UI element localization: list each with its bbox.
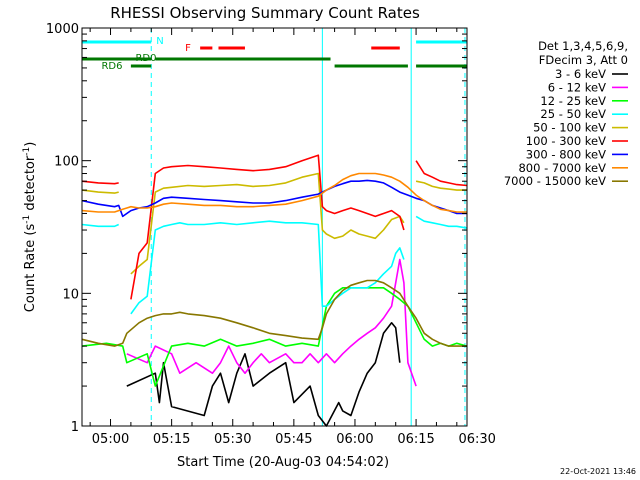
legend-label-8: 7000 - 15000 keV bbox=[504, 174, 606, 188]
x-tick-label-0: 05:00 bbox=[92, 432, 129, 447]
x-tick-label-4: 06:00 bbox=[336, 432, 373, 447]
series-line-5 bbox=[81, 180, 119, 185]
series-line-4 bbox=[81, 189, 119, 194]
x-tick-label-5: 06:15 bbox=[397, 432, 434, 447]
y-tick-label-0: 1 bbox=[71, 420, 79, 435]
plot-frame bbox=[81, 27, 468, 427]
legend: Det 1,3,4,5,6,9,FDecim 3, Att 03 - 6 keV… bbox=[504, 39, 628, 188]
legend-label-0: 3 - 6 keV bbox=[555, 67, 606, 81]
series-line-6 bbox=[81, 179, 467, 218]
axes: 05:00 05:15 05:30 05:45 06:00 06:15 06:30 1 10 10… bbox=[46, 22, 496, 447]
legend-label-7: 800 - 7000 keV bbox=[518, 161, 606, 175]
series-line-2 bbox=[81, 286, 468, 387]
flag-label-n: N bbox=[156, 36, 163, 47]
legend-label-2: 12 - 25 keV bbox=[540, 94, 606, 108]
series-line-0 bbox=[126, 321, 401, 427]
series-6 bbox=[81, 179, 467, 218]
series-line-5 bbox=[130, 154, 405, 300]
series-1 bbox=[126, 258, 417, 387]
x-tick-label-1: 05:15 bbox=[153, 432, 190, 447]
x-axis-label: Start Time (20-Aug-03 04:54:02) bbox=[177, 455, 389, 470]
flag-label-rd0: RD0 bbox=[135, 53, 156, 64]
series-4 bbox=[81, 172, 467, 275]
series-line-1 bbox=[126, 258, 417, 387]
y-tick-label-2: 100 bbox=[54, 155, 79, 170]
legend-label-5: 100 - 300 keV bbox=[526, 134, 606, 148]
flag-label-rd6: RD6 bbox=[101, 61, 122, 72]
legend-label-6: 300 - 800 keV bbox=[526, 147, 606, 161]
legend-label-3: 25 - 50 keV bbox=[540, 107, 606, 121]
series-line-3 bbox=[81, 223, 120, 228]
series-line-4 bbox=[415, 180, 467, 191]
series-2 bbox=[81, 286, 468, 387]
x-tick-label-6: 06:30 bbox=[458, 432, 495, 447]
series-line-4 bbox=[130, 172, 405, 275]
y-tick-label-1: 10 bbox=[62, 287, 79, 302]
series-7 bbox=[81, 172, 467, 213]
timestamp-footer: 22-Oct-2021 13:46 bbox=[560, 467, 636, 476]
series-line-5 bbox=[415, 160, 468, 187]
series-5 bbox=[81, 154, 468, 300]
legend-header-1: FDecim 3, Att 0 bbox=[539, 53, 628, 67]
series-line-3 bbox=[130, 220, 405, 315]
series-0 bbox=[126, 321, 401, 427]
series-line-8 bbox=[81, 279, 467, 347]
legend-header-0: Det 1,3,4,5,6,9, bbox=[538, 39, 628, 53]
series-line-7 bbox=[81, 172, 467, 213]
series-8 bbox=[81, 279, 467, 347]
legend-label-4: 50 - 100 keV bbox=[533, 121, 606, 135]
chart-title: RHESSI Observing Summary Count Rates bbox=[110, 4, 420, 22]
series-line-3 bbox=[415, 215, 468, 229]
legend-label-1: 6 - 12 keV bbox=[548, 80, 606, 94]
series-3 bbox=[81, 215, 468, 315]
x-tick-label-2: 05:30 bbox=[214, 432, 251, 447]
x-tick-label-3: 05:45 bbox=[275, 432, 312, 447]
y-tick-label-3: 1000 bbox=[46, 22, 79, 37]
y-axis-label: Count Rate (s-1 detector-1) bbox=[22, 142, 38, 313]
flag-bars: N F RD0 RD6 bbox=[82, 36, 467, 72]
series-lines bbox=[81, 154, 468, 427]
flag-label-f: F bbox=[185, 43, 191, 54]
